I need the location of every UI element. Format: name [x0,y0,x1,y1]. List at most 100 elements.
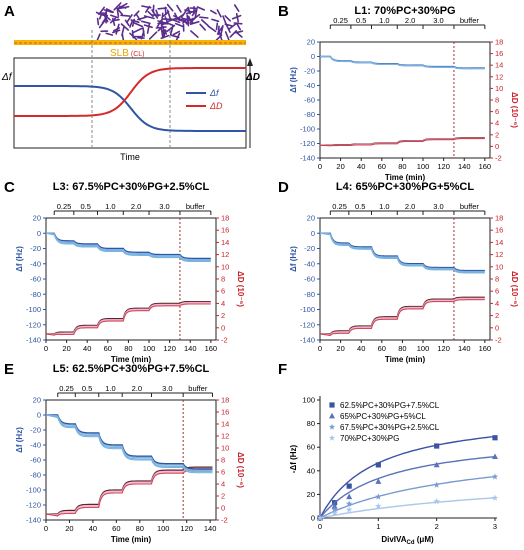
y2-tick-label: 6 [221,468,225,477]
y-tick-label: -60 [30,456,41,465]
legend-label: 70%PC+30%PG [340,434,399,443]
y2-tick-label: 16 [495,49,503,58]
protein-mark [110,17,117,24]
y-tick-label: -40 [30,441,41,450]
conc-label: buffer [188,384,208,393]
f-x-axis-label: DivIVACd (μM) [381,535,434,546]
x-tick-label: 140 [184,344,197,353]
plot-frame [319,217,491,341]
protein-mark [120,23,129,31]
y2-tick-label: 6 [495,287,499,296]
y2-tick-label: 12 [221,250,229,259]
panel-letter-d: D [278,179,289,196]
protein-mark [103,9,114,14]
x-tick-label: 60 [104,344,112,353]
protein-mark [210,9,217,15]
f-x-tick-label: 2 [435,522,439,531]
y-tick-label: -20 [304,67,315,76]
y-tick-label: 20 [33,214,41,223]
x-axis-label: Time (min) [111,355,152,364]
panel-e: E L5: 62.5%PC+30%PG+7.5%CL 0.25 0.5 1.0 2.0 3… [4,361,245,544]
protein-mark [142,27,145,37]
y-tick-label: -80 [30,290,41,299]
conc-label: 2.0 [131,202,141,211]
chart-title: L3: 67.5%PC+30%PG+2.5%CL [53,181,210,193]
dissipation-trace [319,299,485,337]
panel-a: A SLB (CL) Δf ΔD Time Δf ΔD [1,2,260,162]
y2-tick-label: 16 [495,226,503,235]
y2-tick-label: 6 [495,107,499,116]
data-point [491,473,499,480]
protein-mark [133,10,140,17]
protein-mark [200,19,209,27]
x-axis-label: Time (min) [385,173,426,182]
y2-tick-label: 2 [221,492,225,501]
y-tick-label: -100 [26,305,41,314]
frequency-trace [320,55,485,70]
y-tick-label: -40 [304,81,315,90]
x-tick-label: 40 [89,524,97,533]
y2-tick-label: 4 [495,299,499,308]
y-tick-label: -60 [30,275,41,284]
f-y-tick-label: 20 [307,490,315,499]
protein-mark [117,2,128,10]
y-tick-label: 20 [307,38,315,47]
x-tick-label: 0 [318,162,322,171]
conc-label: 3.0 [162,384,172,393]
frequency-trace [320,55,485,69]
y-tick-label: 0 [311,52,315,61]
y2-tick-label: 2 [221,311,225,320]
x-tick-label: 100 [417,344,430,353]
y-tick-label: -100 [300,125,315,134]
f-x-tick-label: 3 [493,522,497,531]
df-curve [14,85,246,132]
protein-mark [192,13,201,20]
frequency-trace [45,414,213,473]
y2-tick-label: 10 [495,262,503,271]
a-x-label: Time [120,152,140,162]
y2-tick-label: 12 [495,250,503,259]
protein-mark [105,32,114,36]
frequency-trace [46,232,211,260]
protein-mark [215,22,219,31]
y2-tick-label: 2 [495,311,499,320]
x-tick-label: 20 [62,344,70,353]
protein-mark [132,27,143,34]
y2-axis-label: ΔD (10⁻⁶) [510,92,519,128]
protein-mark [115,23,120,35]
chart-title: L4: 65%PC+30%PG+5%CL [336,181,474,193]
conc-label: 3.0 [433,16,443,25]
conc-label: 0.5 [80,202,90,211]
x-tick-label: 80 [398,162,406,171]
frequency-trace [320,232,485,274]
protein-mark [211,18,220,23]
x-tick-label: 100 [157,524,170,533]
protein-mark [166,17,177,23]
fit-curve [319,475,496,519]
conc-label: buffer [460,202,480,211]
data-point [375,478,382,484]
protein-mark [137,16,147,21]
dissipation-trace [46,300,211,335]
y2-tick-label: 4 [221,299,225,308]
frequency-trace [320,232,485,272]
panel-letter-c: C [4,179,15,196]
protein-mark [225,23,231,34]
protein-mark [145,5,151,13]
conc-label: 2.0 [405,202,415,211]
y-tick-label: -100 [300,305,315,314]
y-tick-label: -40 [30,259,41,268]
y2-tick-label: -2 [221,516,228,525]
protein-mark [175,13,185,21]
protein-mark [235,13,239,23]
x-axis-label: Time (min) [385,355,426,364]
protein-mark [231,14,242,20]
fit-curve [319,435,496,519]
y2-tick-label: 12 [221,432,229,441]
data-point [345,500,353,507]
x-tick-label: 120 [437,162,450,171]
conc-label: 0.5 [355,202,365,211]
data-point [345,506,353,513]
conc-label: 0.5 [356,16,366,25]
a-legend-df-label: Δf [209,88,220,98]
